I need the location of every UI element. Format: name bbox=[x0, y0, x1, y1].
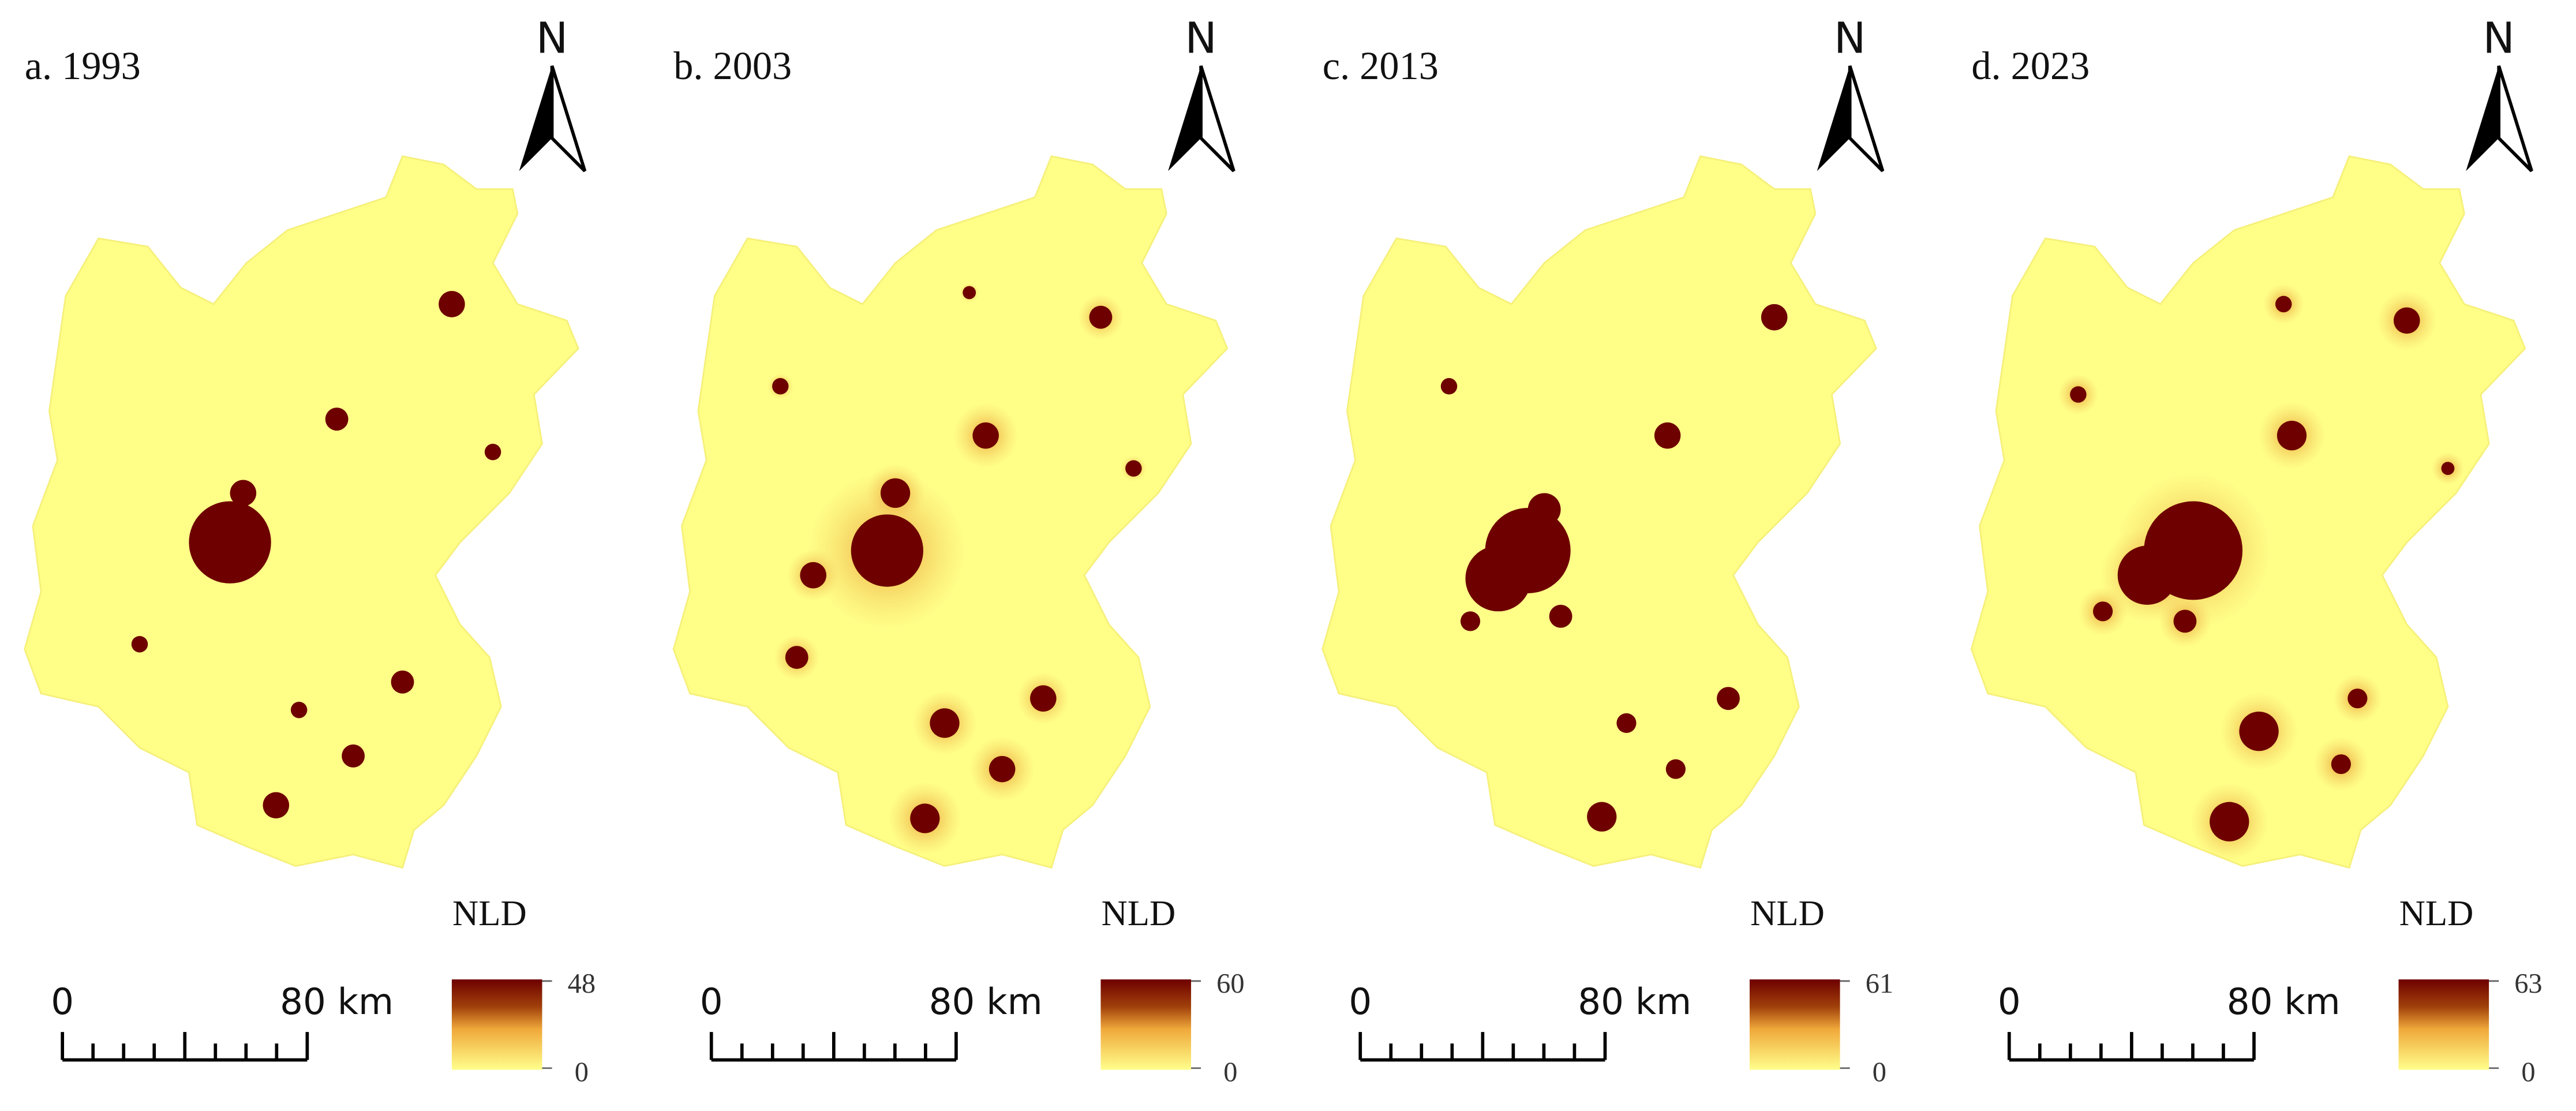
urban-core bbox=[2441, 462, 2455, 475]
urban-core bbox=[2239, 711, 2279, 751]
scale-end: 80 km bbox=[2227, 981, 2341, 1023]
urban-core bbox=[972, 422, 999, 449]
urban-core bbox=[1654, 422, 1681, 449]
region-outline bbox=[1321, 155, 1877, 869]
urban-core bbox=[880, 478, 911, 508]
urban-core bbox=[2393, 307, 2420, 334]
legend-ramp bbox=[1100, 979, 1192, 1070]
scale-start: 0 bbox=[1998, 981, 2021, 1023]
urban-core bbox=[2275, 295, 2292, 313]
north-label: N bbox=[1185, 13, 1216, 63]
north-arrow-left bbox=[2466, 66, 2499, 171]
panel: b. 2003 N NLD 60 0 0 80 km bbox=[672, 13, 1245, 1088]
urban-core bbox=[2070, 386, 2087, 403]
urban-core bbox=[1761, 304, 1788, 331]
north-arrow-left bbox=[1817, 66, 1850, 171]
legend-title: NLD bbox=[1750, 893, 1825, 933]
urban-core bbox=[131, 636, 148, 653]
panel-title: a. 1993 bbox=[25, 44, 141, 88]
north-arrow-right bbox=[2497, 65, 2533, 173]
urban-core bbox=[1717, 687, 1740, 710]
urban-core bbox=[1030, 685, 1057, 712]
urban-core bbox=[1665, 759, 1686, 779]
panel-title: d. 2023 bbox=[1971, 44, 2090, 88]
urban-core bbox=[910, 803, 940, 833]
urban-core bbox=[1440, 378, 1458, 395]
urban-core bbox=[2331, 754, 2351, 775]
urban-core bbox=[484, 443, 501, 461]
scale-start: 0 bbox=[51, 981, 74, 1023]
urban-core bbox=[230, 480, 257, 507]
urban-core bbox=[1465, 545, 1532, 612]
urban-core bbox=[2173, 609, 2197, 633]
urban-core bbox=[439, 291, 465, 317]
north-arrow-left bbox=[1168, 66, 1201, 171]
legend-ramp bbox=[2398, 979, 2489, 1070]
north-label: N bbox=[536, 13, 568, 63]
urban-core bbox=[2347, 689, 2368, 709]
panel: a. 1993 N NLD 48 0 0 80 km bbox=[24, 13, 596, 1088]
urban-core bbox=[1527, 493, 1561, 526]
panel-title: b. 2003 bbox=[673, 44, 792, 88]
legend-ramp bbox=[1749, 979, 1840, 1070]
legend-max: 61 bbox=[1866, 968, 1893, 999]
urban-core bbox=[391, 670, 414, 694]
panel: c. 2013 N NLD 61 0 0 80 km bbox=[1321, 13, 1893, 1088]
urban-core bbox=[772, 378, 789, 395]
legend-max: 63 bbox=[2514, 968, 2542, 999]
urban-core bbox=[325, 407, 349, 431]
legend-min: 0 bbox=[1873, 1057, 1886, 1088]
urban-core bbox=[1616, 713, 1637, 733]
urban-core bbox=[851, 514, 923, 587]
urban-core bbox=[800, 562, 827, 589]
legend-min: 0 bbox=[1223, 1057, 1237, 1088]
legend-min: 0 bbox=[575, 1057, 589, 1088]
scale-end: 80 km bbox=[280, 981, 394, 1023]
urban-core bbox=[1089, 305, 1113, 329]
scale-start: 0 bbox=[1349, 981, 1372, 1023]
scale-end: 80 km bbox=[1578, 981, 1691, 1023]
scale-start: 0 bbox=[700, 981, 723, 1023]
urban-core bbox=[342, 744, 365, 768]
urban-core bbox=[1460, 611, 1481, 631]
urban-core bbox=[1587, 802, 1617, 832]
scale-end: 80 km bbox=[929, 981, 1043, 1023]
legend-min: 0 bbox=[2521, 1057, 2535, 1088]
north-arrow-right bbox=[550, 65, 587, 173]
urban-core bbox=[2117, 545, 2177, 605]
north-label: N bbox=[1834, 13, 1866, 63]
legend-title: NLD bbox=[1102, 893, 1176, 933]
urban-core bbox=[1549, 604, 1572, 628]
urban-core bbox=[963, 286, 976, 300]
urban-core bbox=[2277, 421, 2307, 451]
region-outline bbox=[24, 155, 579, 869]
north-arrow-right bbox=[1199, 65, 1235, 173]
legend-title: NLD bbox=[2399, 893, 2474, 933]
urban-core bbox=[785, 646, 808, 669]
legend-ramp bbox=[451, 979, 542, 1070]
legend-max: 60 bbox=[1216, 968, 1244, 999]
panel-title: c. 2013 bbox=[1323, 44, 1439, 88]
legend-title: NLD bbox=[452, 893, 527, 933]
urban-core bbox=[930, 708, 960, 738]
urban-core bbox=[263, 792, 290, 819]
urban-core bbox=[290, 701, 308, 719]
legend-max: 48 bbox=[568, 968, 596, 999]
north-arrow-left bbox=[519, 66, 552, 171]
urban-core bbox=[2093, 601, 2113, 622]
urban-core bbox=[189, 501, 271, 583]
north-arrow-right bbox=[1848, 65, 1885, 173]
urban-core bbox=[2210, 802, 2249, 841]
panel: d. 2023 N NLD 63 0 0 80 km bbox=[1970, 13, 2543, 1088]
urban-core bbox=[989, 755, 1016, 783]
urban-core bbox=[1125, 460, 1142, 477]
north-label: N bbox=[2483, 13, 2515, 63]
